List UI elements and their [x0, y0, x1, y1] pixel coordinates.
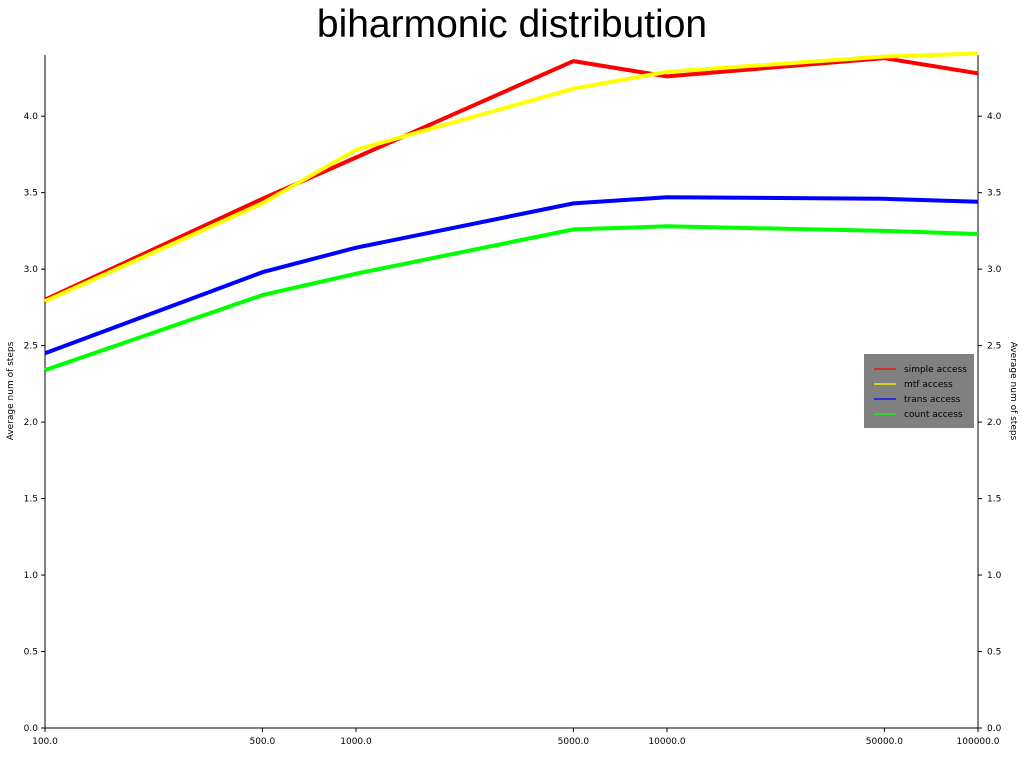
y-tick-label-left: 1.5 [24, 495, 38, 505]
x-tick-label: 5000.0 [558, 737, 590, 747]
y-tick-label-left: 2.5 [24, 342, 38, 352]
y-tick-label-right: 1.0 [987, 571, 1002, 581]
y-axis-label-right: Average num of steps [1008, 342, 1018, 441]
y-axis-label-left: Average num of steps [6, 341, 16, 440]
y-tick-label-left: 1.0 [24, 571, 39, 581]
y-tick-label-left: 0.5 [24, 648, 38, 658]
series-layer [44, 51, 979, 372]
y-tick-label-right: 0.0 [987, 724, 1002, 734]
legend-label: count access [904, 410, 963, 420]
y-tick-label-right: 0.5 [987, 648, 1001, 658]
series-line [44, 56, 979, 302]
series-simple-access [44, 56, 979, 302]
y-tick-label-left: 4.0 [24, 112, 39, 122]
y-tick-label-right: 3.5 [987, 189, 1001, 199]
legend-box [864, 354, 974, 428]
series-trans-access [44, 195, 979, 356]
y-tick-label-right: 3.0 [987, 265, 1002, 275]
x-tick-label: 50000.0 [866, 737, 903, 747]
y-tick-label-right: 2.0 [987, 418, 1002, 428]
y-tick-label-right: 4.0 [987, 112, 1002, 122]
series-mtf-access [44, 51, 979, 304]
x-tick-label: 500.0 [249, 737, 275, 747]
series-count-access [44, 224, 979, 372]
series-line [44, 224, 979, 372]
chart-title: biharmonic distribution [316, 3, 708, 46]
series-line [44, 195, 979, 356]
x-tick-label: 100000.0 [957, 737, 1000, 747]
ticks: 0.0 0.0 0.5 0.5 1.0 1.0 1.5 1.5 2.0 2.0 2.5 2.5 3.0 3… [24, 112, 1002, 747]
y-tick-label-right: 1.5 [987, 495, 1001, 505]
legend-label: trans access [904, 395, 961, 405]
x-tick-label: 100.0 [32, 737, 58, 747]
y-tick-label-left: 3.0 [24, 265, 39, 275]
x-tick-label: 1000.0 [340, 737, 372, 747]
y-tick-label-right: 2.5 [987, 342, 1001, 352]
y-tick-label-left: 3.5 [24, 189, 38, 199]
y-tick-label-left: 0.0 [24, 724, 39, 734]
legend-label: simple access [904, 365, 967, 375]
x-tick-label: 10000.0 [648, 737, 685, 747]
legend-label: mtf access [904, 380, 953, 390]
legend: simple access mtf access trans access count… [864, 354, 974, 428]
axes [44, 55, 979, 729]
y-tick-label-left: 2.0 [24, 418, 39, 428]
